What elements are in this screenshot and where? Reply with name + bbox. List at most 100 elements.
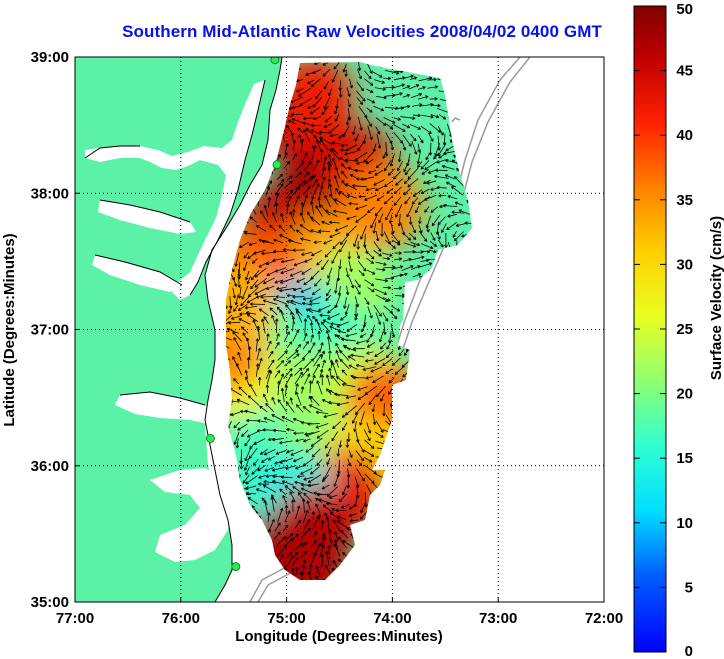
velocity-arrow-head [354, 168, 358, 171]
velocity-arrow [355, 204, 368, 210]
velocity-arrow-head [305, 449, 308, 453]
velocity-arrow-head [321, 185, 324, 189]
velocity-arrow-head [456, 168, 458, 172]
velocity-arrow-head [419, 230, 423, 234]
velocity-arrow-head [437, 154, 441, 157]
velocity-arrow-head [391, 334, 395, 338]
velocity-arrow-head [407, 177, 412, 180]
velocity-arrow-head [266, 333, 269, 337]
velocity-arrow [446, 123, 452, 137]
velocity-arrow-head [285, 466, 289, 469]
velocity-arrow [310, 174, 316, 181]
velocity-arrow-head [293, 209, 296, 213]
velocity-arrow-head [289, 341, 293, 344]
velocity-arrow [244, 232, 257, 235]
velocity-arrow [375, 186, 384, 191]
velocity-arrow-head [345, 335, 349, 338]
velocity-arrow [341, 338, 356, 342]
velocity-arrow [263, 417, 275, 423]
velocity-arrow [446, 181, 457, 188]
velocity-arrow [399, 273, 408, 277]
velocity-arrow-head [332, 80, 335, 83]
velocity-arrow [357, 260, 367, 272]
velocity-arrow-head [320, 342, 323, 345]
velocity-arrow-head [312, 374, 315, 378]
velocity-arrow-head [269, 307, 272, 311]
velocity-arrow-head [413, 139, 417, 142]
velocity-arrow-head [415, 137, 417, 141]
velocity-arrow [431, 214, 441, 227]
velocity-arrow-head [447, 214, 451, 217]
velocity-arrow [350, 354, 365, 358]
velocity-arrow-head [316, 183, 320, 186]
velocity-arrow-head [293, 418, 296, 422]
velocity-arrow-head [390, 163, 394, 167]
velocity-arrow-head [392, 266, 396, 270]
velocity-arrow-head [424, 166, 427, 170]
velocity-arrow-head [286, 331, 290, 334]
velocity-arrow-head [303, 550, 307, 553]
velocity-arrow-head [358, 196, 362, 199]
velocity-arrow [339, 350, 350, 361]
velocity-arrow-head [277, 380, 280, 384]
velocity-arrow-head [311, 291, 314, 295]
velocity-arrow-head [241, 326, 243, 330]
velocity-arrow [339, 259, 342, 270]
velocity-arrow-head [291, 316, 294, 320]
velocity-arrow-head [458, 209, 462, 213]
velocity-arrow-head [242, 332, 246, 335]
velocity-arrow-head [242, 481, 246, 484]
velocity-arrow-head [404, 171, 407, 175]
velocity-arrow-head [365, 160, 368, 164]
velocity-arrow-head [329, 350, 332, 354]
velocity-arrow-head [268, 512, 271, 516]
velocity-arrow-head [239, 313, 243, 316]
velocity-arrow-head [388, 298, 391, 301]
velocity-arrow-head [259, 357, 262, 361]
velocity-arrow-head [293, 459, 296, 462]
velocity-arrow [295, 180, 306, 191]
velocity-arrow [271, 414, 285, 422]
velocity-arrow-head [308, 380, 311, 384]
velocity-arrow-head [375, 238, 379, 242]
velocity-arrow [357, 140, 365, 151]
velocity-arrow-head [348, 485, 351, 489]
velocity-arrow-head [254, 291, 257, 295]
velocity-arrow-head [357, 484, 360, 488]
velocity-arrow [378, 213, 384, 223]
velocity-arrow [358, 105, 368, 118]
velocity-arrow [389, 214, 393, 224]
velocity-arrow [275, 450, 287, 455]
velocity-arrow [292, 329, 300, 342]
velocity-arrow-head [237, 351, 241, 355]
velocity-arrow-head [404, 182, 408, 184]
velocity-arrow-head [303, 492, 305, 496]
velocity-arrow-head [268, 439, 272, 442]
velocity-arrow-head [304, 194, 308, 198]
velocity-arrow [420, 125, 432, 134]
velocity-arrow-head [322, 536, 326, 539]
velocity-arrow-head [430, 209, 433, 213]
velocity-arrow-head [346, 485, 349, 489]
velocity-arrow [308, 308, 321, 313]
velocity-arrow-head [329, 367, 332, 371]
velocity-arrow-head [310, 216, 314, 218]
velocity-arrow [358, 270, 365, 276]
velocity-arrow [301, 559, 306, 569]
velocity-arrow-head [341, 414, 344, 418]
velocity-arrow-head [365, 189, 369, 192]
velocity-arrow [367, 125, 373, 140]
velocity-arrow-head [383, 97, 387, 100]
velocity-arrow [301, 542, 307, 548]
velocity-arrow [293, 261, 305, 266]
velocity-arrow-head [341, 383, 345, 387]
velocity-arrow-head [276, 341, 280, 345]
velocity-arrow [312, 288, 321, 295]
velocity-arrow-head [424, 197, 427, 201]
velocity-arrow [309, 106, 321, 115]
velocity-arrow-head [329, 220, 333, 223]
velocity-arrow [244, 448, 251, 462]
velocity-arrow-head [281, 261, 285, 264]
velocity-arrow-head [323, 414, 327, 418]
velocity-arrow-head [286, 427, 290, 430]
